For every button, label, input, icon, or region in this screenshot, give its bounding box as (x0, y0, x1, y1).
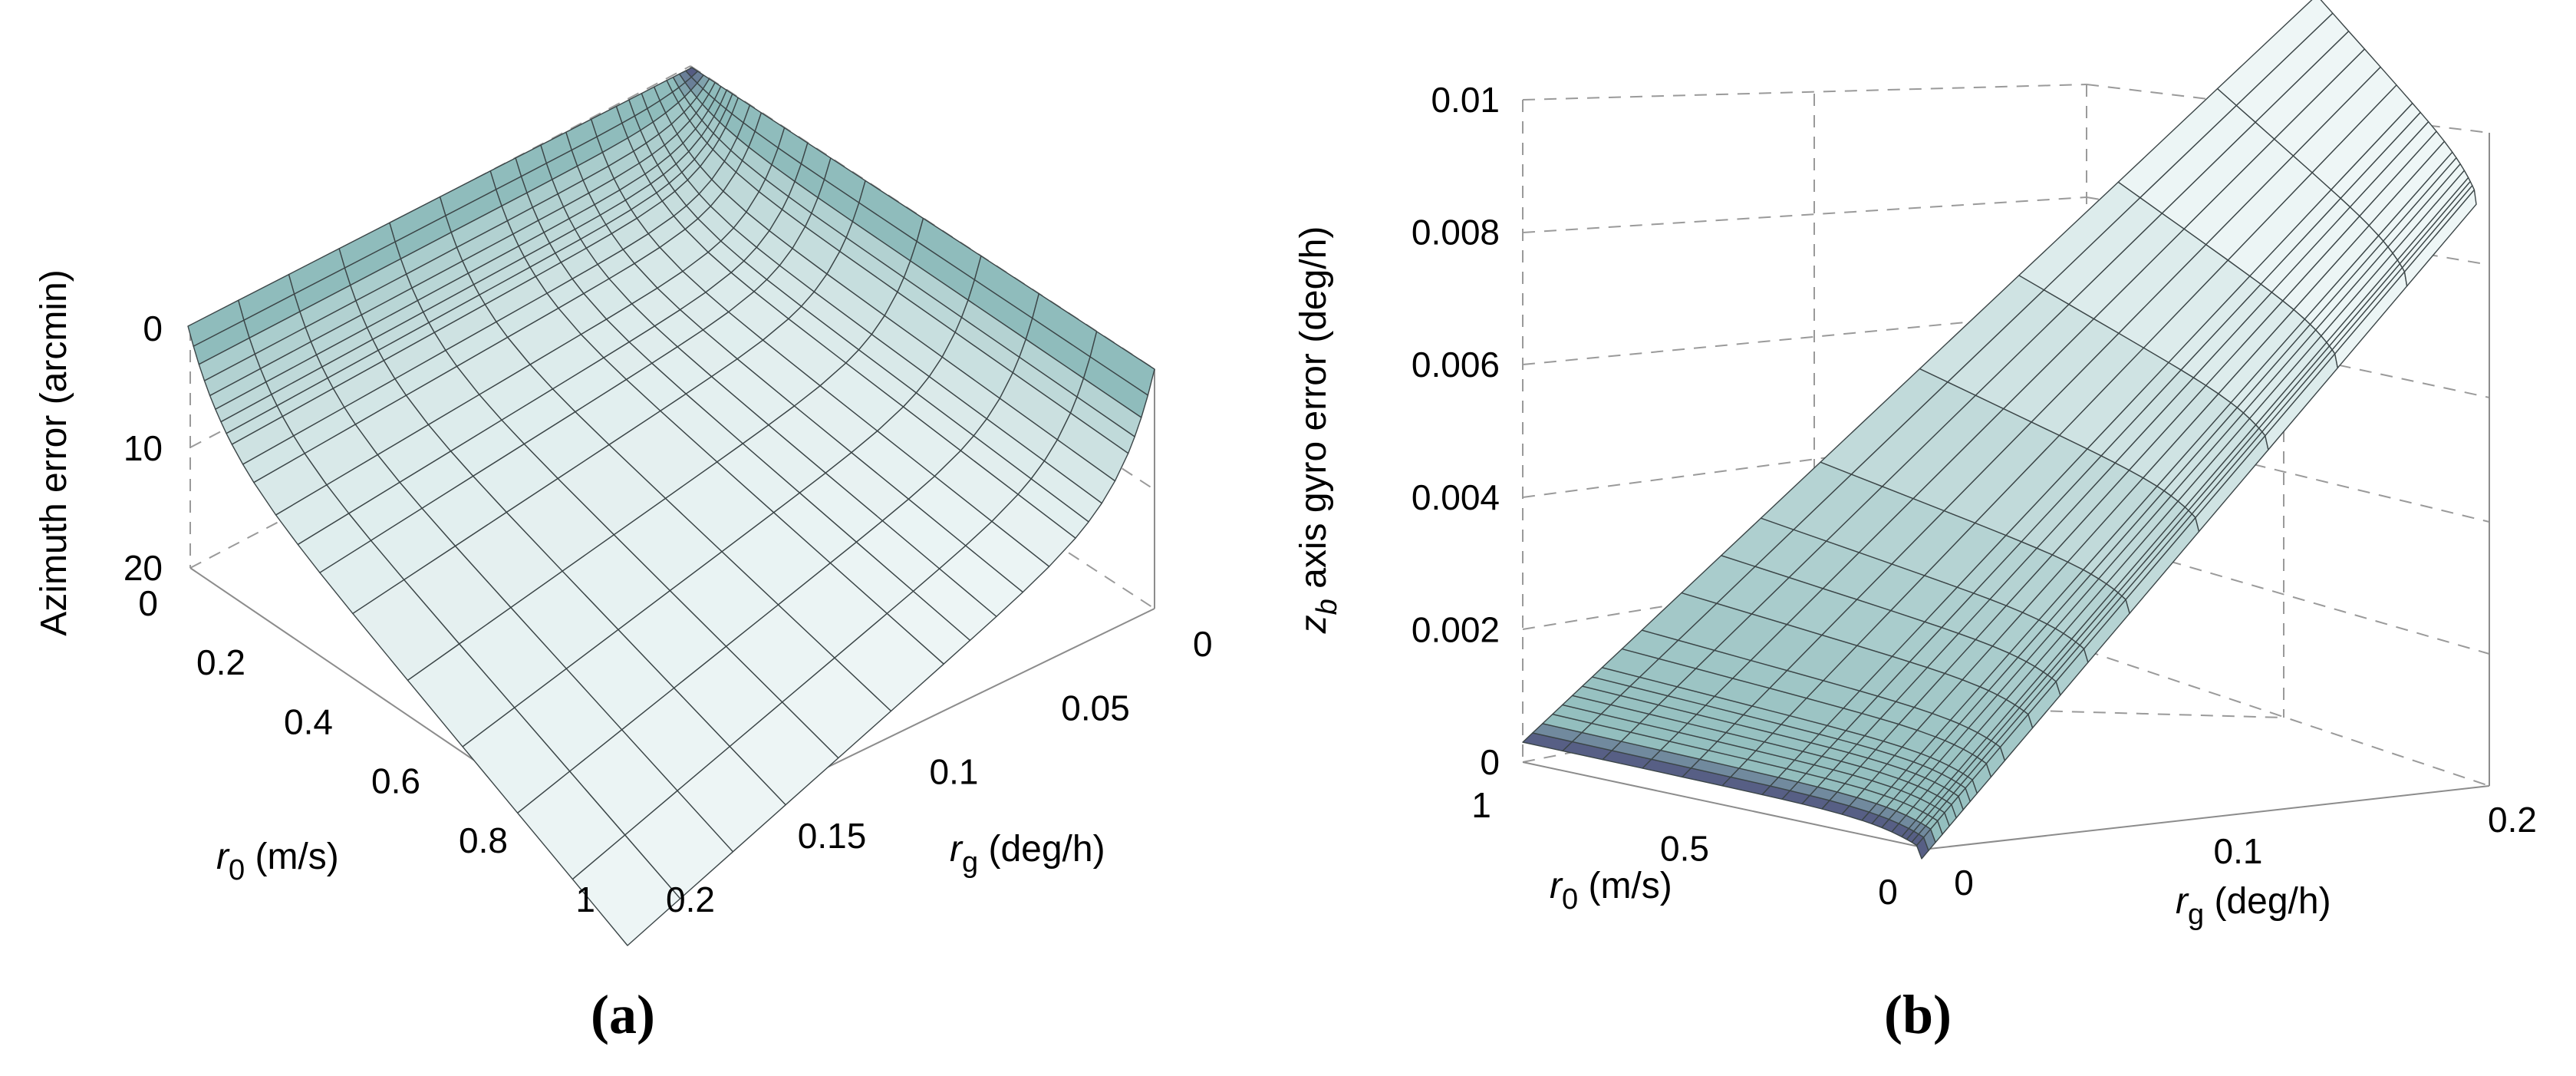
panel-a-zlabel: Azimuth error (arcmin) (34, 269, 74, 635)
panel-b-ylabel: r0 (m/s) (1550, 866, 1672, 916)
panel-a-z-tick-label: 10 (124, 428, 163, 468)
panel-b-z-tick-label: 0.004 (1412, 477, 1500, 517)
panel-b-y-tick-label: 0.5 (1660, 829, 1709, 869)
panel-a-xlabel: rg (deg/h) (950, 829, 1105, 879)
panel-b-y-tick-label: 0 (1878, 872, 1898, 912)
panel-b-x-tick-label: 0.2 (2488, 800, 2537, 840)
panel-b-label: (b) (1884, 984, 1952, 1045)
panel-a-x-tick-label: 0 (1193, 624, 1213, 664)
panel-b-x-tick-label: 0 (1954, 863, 1974, 903)
panel-a-x-tick-label: 0.1 (930, 752, 979, 792)
panel-b-x-tick-label: 0.1 (2214, 831, 2263, 871)
panel-a-x-tick-label: 0.15 (798, 816, 867, 856)
panel-a-ylabel: r0 (m/s) (216, 837, 339, 886)
panel-a-y-tick-label: 0.4 (284, 701, 333, 741)
panel-a-y-tick-label: 0.8 (459, 820, 508, 860)
panel-b-axes (1522, 133, 2490, 850)
panel-b-z-tick-label: 0 (1480, 742, 1500, 782)
panel-a-z-tick-label: 20 (124, 548, 163, 588)
panel-b-y-tick-label: 1 (1471, 785, 1491, 825)
panel-b-surface (1522, 0, 2477, 860)
panel-b-z-tick-label: 0.01 (1431, 80, 1500, 120)
panel-b-z-tick-label: 0.006 (1412, 345, 1500, 385)
panel-a-y-tick-label: 0.6 (371, 761, 420, 801)
panel-b-xlabel: rg (deg/h) (2176, 881, 2331, 931)
panel-a-surface (187, 67, 1155, 946)
panel-a-z-tick-label: 0 (143, 309, 163, 348)
panel-a-x-tick-label: 0.2 (666, 880, 715, 919)
panel-b-zlabel: zb axis gyro error (deg/h) (1293, 226, 1343, 635)
panel-a-y-tick-label: 0.2 (196, 642, 245, 682)
surface-face (572, 834, 681, 946)
panel-b-z-tick-label: 0.002 (1412, 609, 1500, 649)
panel-a-y-tick-label: 0 (138, 583, 158, 623)
panel-a-y-tick-label: 1 (575, 880, 595, 919)
panel-a-x-tick-label: 0.05 (1061, 688, 1130, 728)
panel-b-z-tick-label: 0.008 (1412, 213, 1500, 252)
panel-a-label: (a) (591, 984, 655, 1045)
surface-face (2216, 0, 2334, 107)
